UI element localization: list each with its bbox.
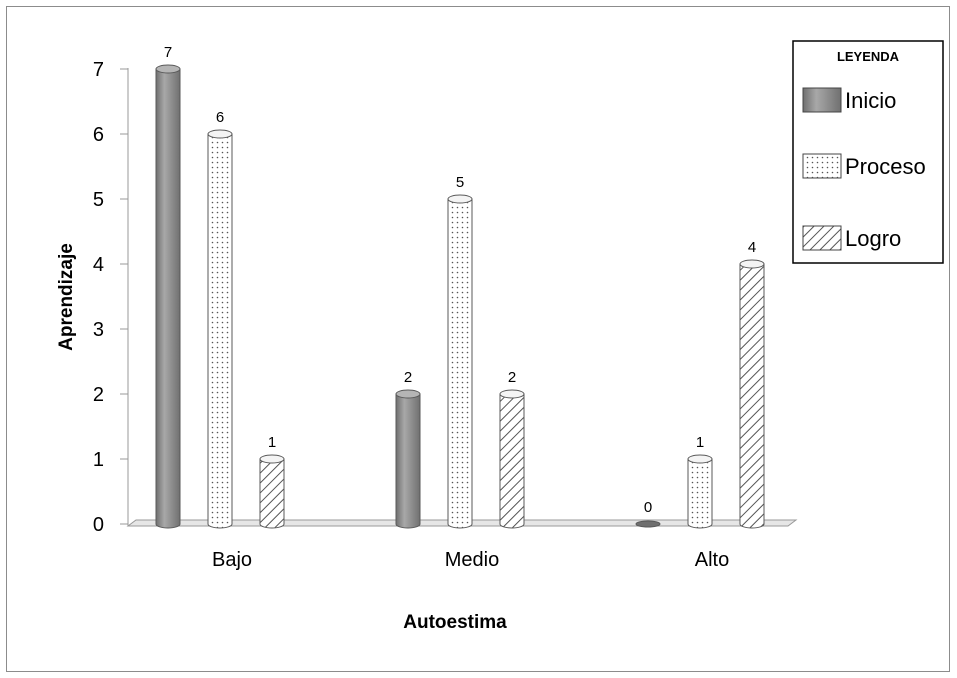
legend-label: Inicio: [845, 88, 896, 113]
data-label: 4: [748, 239, 756, 256]
x-tick-label: Bajo: [212, 549, 252, 571]
legend: LEYENDA Inicio Proceso Logro: [792, 40, 944, 264]
bar-inicio-bajo: [155, 64, 181, 529]
data-label: 0: [644, 499, 652, 516]
x-tick-label: Medio: [445, 549, 499, 571]
x-axis-title: Autoestima: [403, 612, 507, 633]
legend-label: Proceso: [845, 154, 926, 179]
legend-swatch: [802, 225, 842, 251]
y-tick-label: 4: [93, 254, 104, 276]
legend-item-logro: Logro: [802, 225, 901, 251]
legend-swatch: [802, 153, 842, 179]
y-tick-label: 2: [93, 384, 104, 406]
data-label: 2: [508, 369, 516, 386]
bar-proceso-alto: [687, 454, 713, 529]
bar-proceso-bajo: [207, 129, 233, 529]
data-label: 7: [164, 44, 172, 61]
legend-item-proceso: Proceso: [802, 153, 926, 179]
y-tick-label: 1: [93, 449, 104, 471]
y-axis-title: Aprendizaje: [56, 243, 77, 351]
legend-label: Logro: [845, 226, 901, 251]
legend-item-inicio: Inicio: [802, 87, 896, 113]
legend-swatch: [802, 87, 842, 113]
y-tick-label: 3: [93, 319, 104, 341]
data-label: 2: [404, 369, 412, 386]
bar-logro-medio: [499, 389, 525, 529]
legend-title: LEYENDA: [837, 49, 900, 64]
data-label: 1: [696, 434, 704, 451]
bar-logro-alto: [739, 259, 765, 529]
x-tick-label: Alto: [695, 549, 729, 571]
y-tick-label: 0: [93, 514, 104, 536]
data-label: 1: [268, 434, 276, 451]
data-label: 5: [456, 174, 464, 191]
y-tick-label: 7: [93, 59, 104, 81]
bar-inicio-medio: [395, 389, 421, 529]
y-tick-label: 5: [93, 189, 104, 211]
bar-logro-bajo: [259, 454, 285, 529]
data-label: 6: [216, 109, 224, 126]
bar-inicio-alto: [635, 520, 661, 528]
bar-proceso-medio: [447, 194, 473, 529]
y-tick-label: 6: [93, 124, 104, 146]
